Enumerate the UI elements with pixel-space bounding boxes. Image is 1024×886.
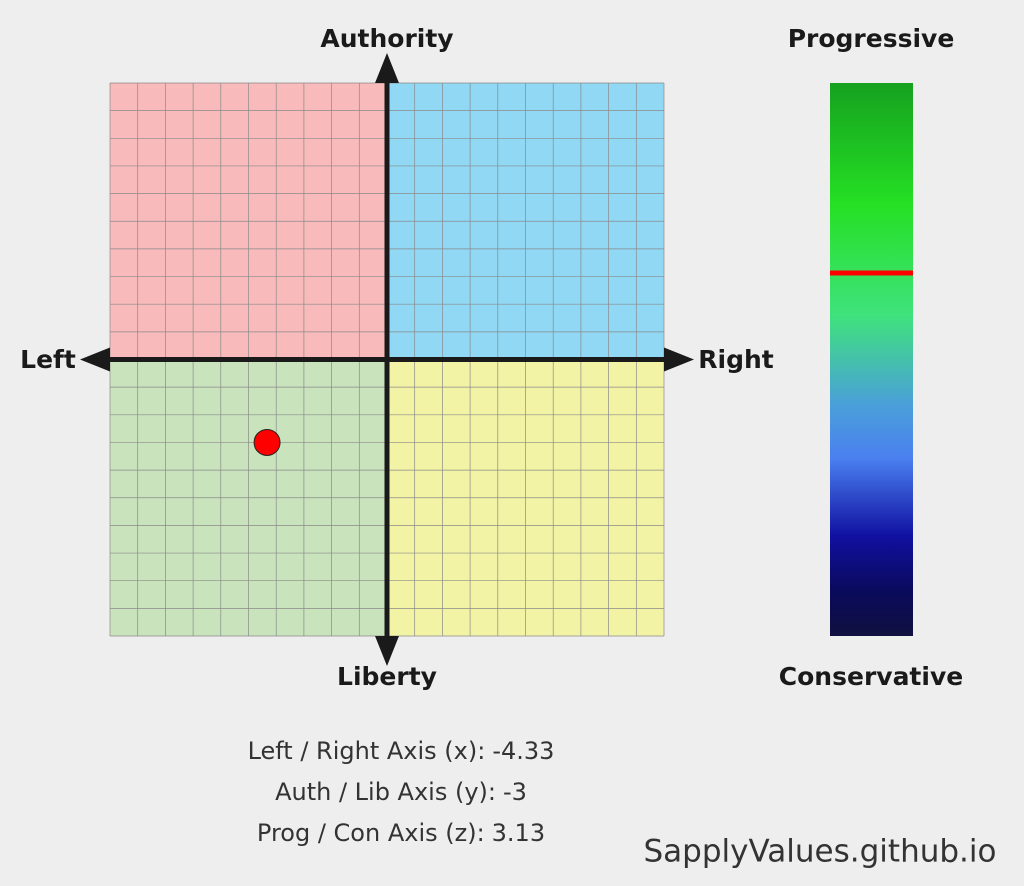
plot bbox=[80, 53, 913, 666]
source: SapplyValues.github.io bbox=[644, 834, 997, 870]
arrow bbox=[375, 636, 399, 666]
x-low-label: Left bbox=[20, 345, 76, 374]
caption-label: Left / Right Axis (x): bbox=[248, 737, 486, 765]
arrow bbox=[80, 347, 110, 372]
z-value: 3.13 bbox=[492, 819, 545, 847]
y-value: -3 bbox=[503, 778, 527, 806]
arrow bbox=[664, 347, 694, 372]
arrow bbox=[375, 53, 399, 83]
x-value: -4.33 bbox=[492, 737, 554, 765]
x-caption: Left / Right Axis (x): -4.33 bbox=[248, 737, 555, 765]
y-high-label: Authority bbox=[320, 24, 453, 53]
caption-label: Prog / Con Axis (z): bbox=[257, 819, 485, 847]
z-caption: Prog / Con Axis (z): 3.13 bbox=[257, 819, 545, 847]
x-high-label: Right bbox=[698, 345, 774, 374]
caption-label: Auth / Lib Axis (y): bbox=[275, 778, 496, 806]
z-low-label: Conservative bbox=[779, 662, 963, 691]
y-caption: Auth / Lib Axis (y): -3 bbox=[275, 778, 527, 806]
z-high-label: Progressive bbox=[788, 24, 955, 53]
y-low-label: Liberty bbox=[337, 662, 437, 691]
point bbox=[253, 428, 281, 456]
z-bar bbox=[830, 83, 913, 636]
